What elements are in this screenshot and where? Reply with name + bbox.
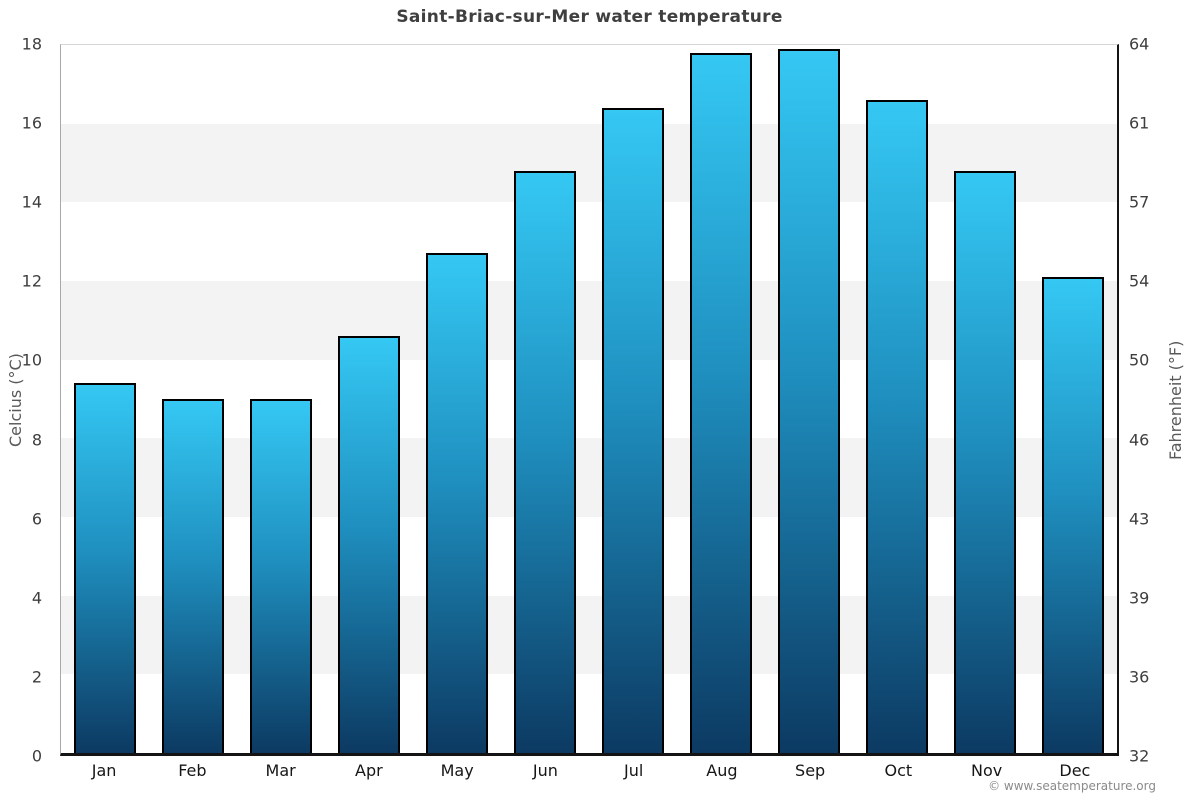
celsius-tick-labels: 18 16 14 12 10 8 6 4 2 0 <box>0 35 52 766</box>
celsius-tick-18: 18 <box>21 34 42 54</box>
bar-may <box>426 253 488 753</box>
bar-slot <box>589 45 677 753</box>
bar-slot <box>677 45 765 753</box>
month-label-mar: Mar <box>265 761 296 780</box>
month-label-jun: Jun <box>532 761 558 780</box>
month-label-may: May <box>440 761 474 780</box>
bar-dec <box>1042 277 1104 753</box>
plot-area <box>60 44 1119 756</box>
celsius-tick-14: 14 <box>21 192 42 212</box>
bar-slot <box>413 45 501 753</box>
celsius-tick-2: 2 <box>31 667 42 687</box>
bar-slot <box>325 45 413 753</box>
bar-slot <box>61 45 149 753</box>
bar-nov <box>954 170 1016 753</box>
bar-apr <box>338 336 400 753</box>
grid-bands <box>61 45 1117 753</box>
celsius-tick-6: 6 <box>31 509 42 529</box>
month-label-apr: Apr <box>355 761 383 780</box>
fahrenheit-tick-57: 57 <box>1129 192 1150 212</box>
bar-oct <box>866 100 928 753</box>
fahrenheit-tick-39: 39 <box>1129 588 1150 608</box>
fahrenheit-tick-61: 61 <box>1129 113 1150 133</box>
bar-mar <box>250 399 312 753</box>
fahrenheit-tick-50: 50 <box>1129 350 1150 370</box>
bar-slot <box>501 45 589 753</box>
bar-jun <box>514 170 576 753</box>
bar-slot <box>237 45 325 753</box>
bar-jan <box>74 383 136 753</box>
month-label-aug: Aug <box>706 761 738 780</box>
bar-series <box>61 45 1117 753</box>
month-label-sep: Sep <box>795 761 826 780</box>
chart-title: Saint-Briac-sur-Mer water temperature <box>396 7 783 27</box>
fahrenheit-tick-43: 43 <box>1129 509 1150 529</box>
bar-sep <box>778 48 840 753</box>
month-label-oct: Oct <box>884 761 913 780</box>
celsius-tick-10: 10 <box>21 350 42 370</box>
bar-slot <box>1029 45 1117 753</box>
month-label-nov: Nov <box>971 761 1003 780</box>
bar-aug <box>690 52 752 753</box>
fahrenheit-tick-64: 64 <box>1129 34 1150 54</box>
grid-band <box>61 281 1117 360</box>
bar-slot <box>149 45 237 753</box>
grid-band <box>61 438 1117 518</box>
celsius-tick-0: 0 <box>31 746 42 766</box>
celsius-tick-4: 4 <box>31 588 42 608</box>
fahrenheit-tick-46: 46 <box>1129 430 1150 450</box>
bar-slot <box>765 45 853 753</box>
celsius-tick-8: 8 <box>31 430 42 450</box>
copyright-note: © www.seatemperature.org <box>988 779 1156 793</box>
bar-slot <box>941 45 1029 753</box>
month-axis-labels: Jan Feb Mar Apr May Jun Jul Aug Sep Oct Nov Dec <box>60 761 1119 780</box>
month-label-feb: Feb <box>178 761 207 780</box>
fahrenheit-tick-32: 32 <box>1129 746 1150 766</box>
grid-band <box>61 123 1117 203</box>
month-label-jul: Jul <box>623 761 644 780</box>
fahrenheit-tick-labels: 64 61 57 54 50 46 43 39 36 32 <box>1127 35 1187 766</box>
grid-band <box>61 595 1117 675</box>
month-label-jan: Jan <box>91 761 117 780</box>
bar-feb <box>162 399 224 753</box>
fahrenheit-tick-54: 54 <box>1129 271 1150 291</box>
celsius-tick-12: 12 <box>21 271 42 291</box>
bar-slot <box>853 45 941 753</box>
bar-jul <box>602 107 664 753</box>
month-label-dec: Dec <box>1059 761 1091 780</box>
fahrenheit-tick-36: 36 <box>1129 667 1150 687</box>
celsius-tick-16: 16 <box>21 113 42 133</box>
